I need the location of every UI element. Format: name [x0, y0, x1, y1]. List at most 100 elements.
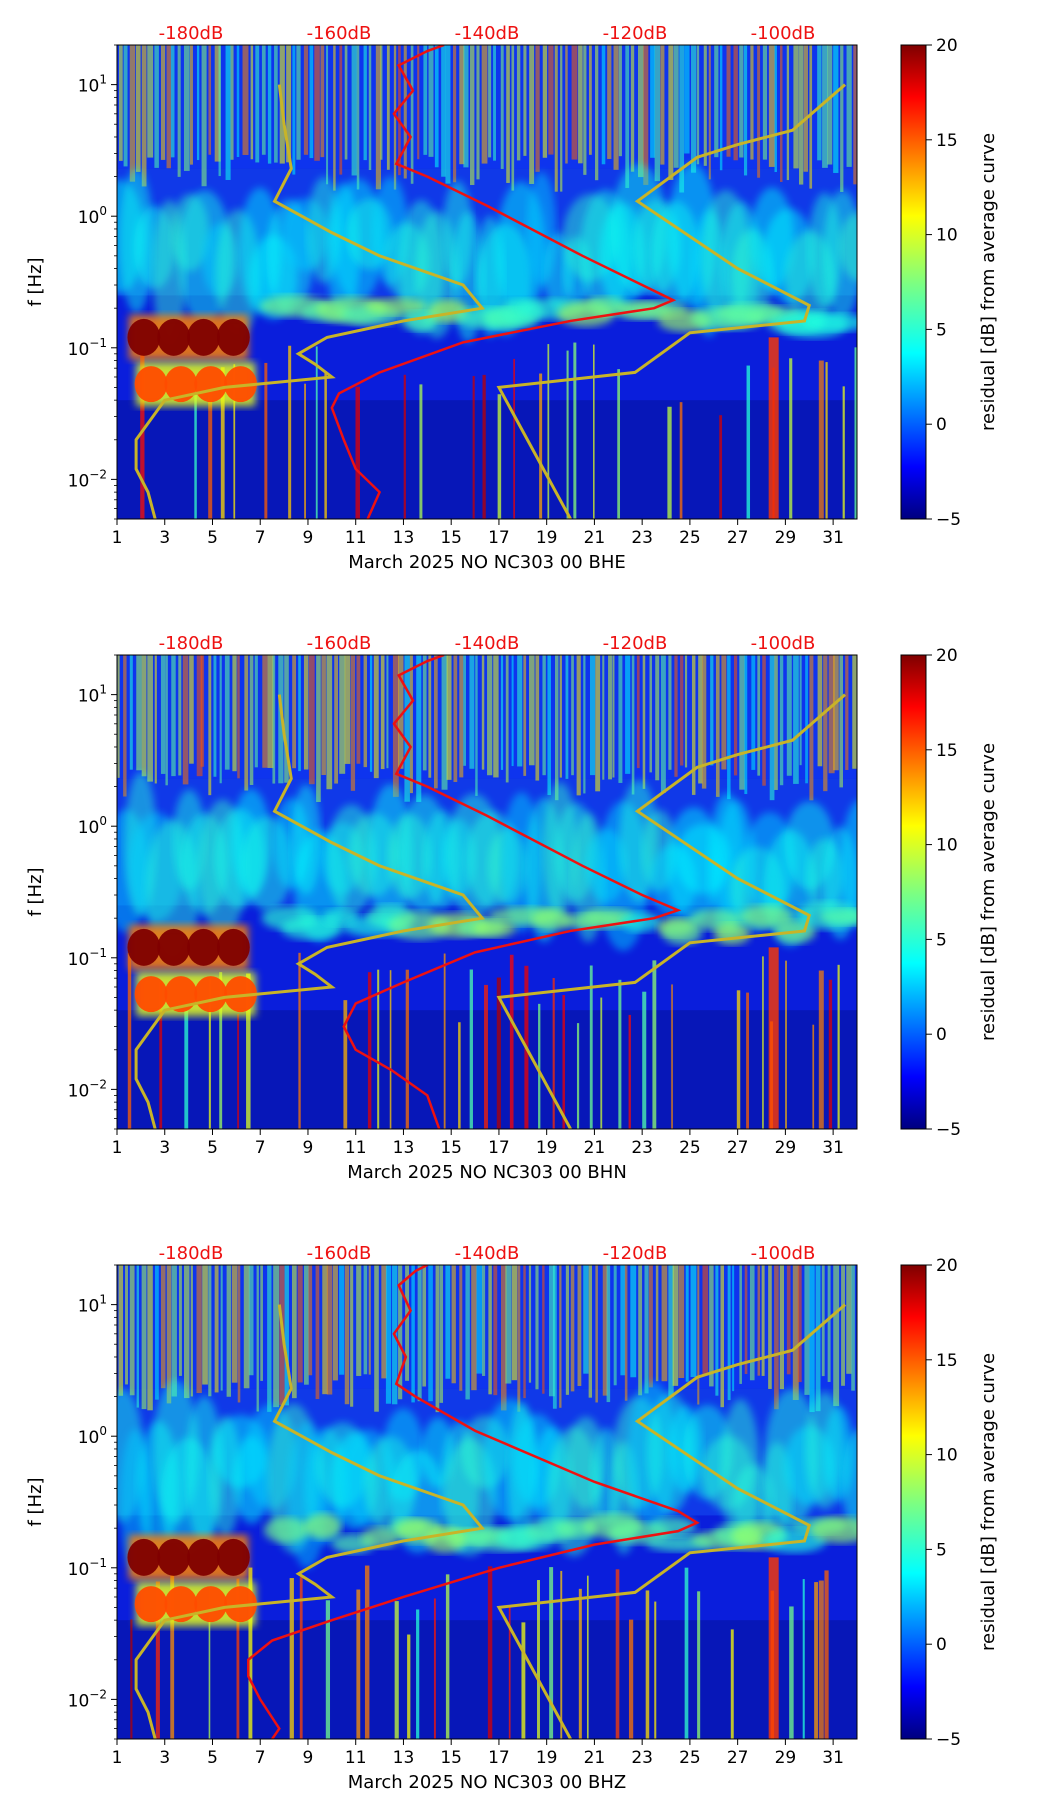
- hf-streak: [601, 45, 606, 165]
- hf-streak: [685, 1265, 689, 1382]
- hf-streak: [703, 45, 707, 166]
- x-tick-label: 23: [631, 1748, 653, 1768]
- hf-streak: [643, 45, 649, 185]
- hf-streak: [511, 1265, 518, 1381]
- hf-streak: [732, 1265, 735, 1392]
- hf-streak: [322, 1265, 328, 1395]
- lf-event-streak: [573, 342, 577, 519]
- lf-event-streak: [667, 406, 672, 519]
- hf-streak: [160, 1265, 166, 1389]
- y-axis-label: f [Hz]: [25, 1477, 46, 1526]
- colorbar-tick-label: 5: [936, 1540, 947, 1560]
- lf-event-streak: [560, 1570, 563, 1739]
- hf-streak: [422, 1265, 427, 1387]
- hf-streak: [578, 45, 583, 164]
- hf-streak: [136, 1265, 139, 1408]
- hf-streak: [655, 1265, 659, 1382]
- hf-streak: [517, 655, 523, 767]
- hf-streak: [684, 45, 690, 154]
- y-tick-label: 101: [78, 1293, 107, 1317]
- hf-streak: [674, 655, 678, 777]
- colorbar-tick-label: 0: [936, 415, 947, 435]
- hf-streak: [565, 655, 569, 779]
- hf-streak: [459, 655, 464, 778]
- lf-event-streak: [642, 991, 647, 1129]
- hf-streak: [851, 1265, 855, 1391]
- lf-event-streak: [684, 1567, 689, 1739]
- hf-streak: [254, 655, 258, 768]
- x-tick-label: 23: [631, 528, 653, 548]
- hf-streak: [404, 655, 410, 802]
- x-tick-label: 25: [679, 1138, 701, 1158]
- hf-streak: [170, 45, 175, 158]
- hf-streak: [809, 1265, 815, 1413]
- top-axis-db-label: -120dB: [603, 23, 668, 44]
- top-axis-db-label: -120dB: [603, 1243, 668, 1264]
- hf-streak: [446, 655, 452, 780]
- hf-streak: [208, 1265, 212, 1397]
- colorbar-tick-label: 5: [936, 320, 947, 340]
- top-axis-db-label: -100dB: [751, 1243, 816, 1264]
- microseism-ridge: [739, 905, 794, 928]
- hf-streak: [297, 1265, 303, 1383]
- lf-strong-event: [818, 1580, 824, 1739]
- hf-streak: [316, 655, 321, 803]
- hf-streak: [721, 655, 727, 770]
- lf-event-streak: [482, 374, 486, 519]
- lf-event-streak: [343, 1000, 348, 1129]
- microseism-ridge: [713, 923, 751, 945]
- hf-streak: [828, 655, 835, 774]
- mid-patch: [839, 211, 857, 282]
- hf-streak: [178, 655, 182, 776]
- hf-streak: [326, 655, 333, 790]
- hf-streak: [171, 655, 176, 777]
- colorbar: [900, 44, 927, 520]
- hf-streak: [141, 655, 147, 777]
- hf-streak: [727, 1265, 731, 1401]
- hf-streak: [237, 655, 240, 779]
- microseism-band-lobe: [164, 976, 198, 1013]
- hf-streak: [261, 45, 266, 155]
- hf-streak: [821, 1265, 825, 1377]
- hf-streak: [701, 655, 707, 789]
- hf-streak: [298, 655, 301, 772]
- y-tick-label: 100: [78, 814, 107, 838]
- lf-event-streak: [289, 1578, 294, 1739]
- hf-streak: [141, 45, 147, 187]
- hf-streak: [439, 1265, 444, 1403]
- colorbar: [900, 654, 927, 1130]
- lf-event-streak: [578, 1588, 582, 1739]
- hf-streak: [136, 655, 142, 771]
- colorbar-tick-label: 20: [936, 36, 958, 56]
- hf-streak: [774, 1265, 779, 1410]
- hf-streak: [303, 655, 309, 770]
- lf-event-streak: [403, 374, 406, 519]
- microseism-band-lobe: [134, 976, 168, 1013]
- hf-streak: [505, 1265, 512, 1384]
- hf-streak: [314, 45, 320, 161]
- lf-event-streak: [233, 364, 236, 519]
- hf-streak: [147, 655, 153, 782]
- microseism-band-lobe: [134, 366, 168, 403]
- microseism-band-lobe: [194, 976, 228, 1013]
- hf-streak: [822, 45, 828, 168]
- lf-event-streak: [394, 1601, 399, 1739]
- lf-event-streak: [304, 383, 306, 519]
- lf-event-streak: [762, 956, 764, 1129]
- hf-streak: [644, 1265, 649, 1394]
- hf-streak: [453, 45, 457, 183]
- hf-streak: [589, 655, 596, 776]
- hf-streak: [698, 655, 703, 784]
- x-tick-label: 3: [159, 1138, 170, 1158]
- hf-streak: [542, 1265, 545, 1394]
- hf-streak: [409, 655, 413, 794]
- lf-event-streak: [730, 1629, 734, 1739]
- x-tick-label: 19: [536, 528, 558, 548]
- top-axis-db-label: -160dB: [307, 23, 372, 44]
- y-tick-label: 100: [78, 1424, 107, 1448]
- colorbar-tick-label: −5: [936, 510, 961, 530]
- hf-streak: [501, 1265, 507, 1411]
- hf-streak: [417, 1265, 422, 1402]
- colorbar-tick-label: 15: [936, 1351, 958, 1371]
- hf-streak: [608, 655, 612, 780]
